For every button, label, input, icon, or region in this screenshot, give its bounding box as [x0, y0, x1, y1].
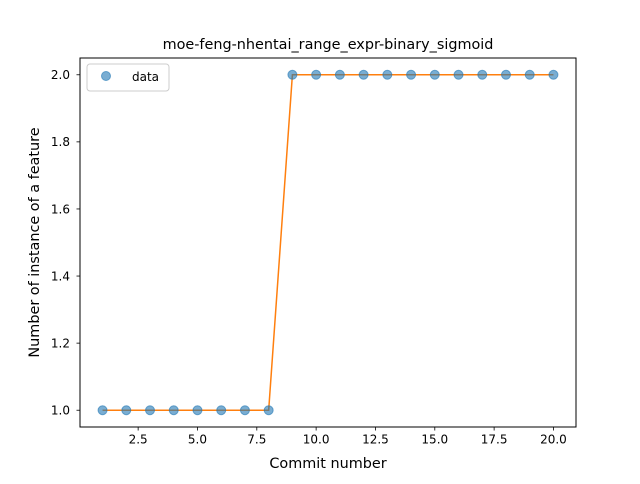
- data-point: [216, 405, 227, 416]
- x-tick-label: 2.5: [129, 433, 148, 447]
- data-point: [168, 405, 179, 416]
- scatter-series-layer: [97, 69, 559, 416]
- data-point: [311, 69, 322, 80]
- x-tick-label: 20.0: [540, 433, 567, 447]
- data-point: [334, 69, 345, 80]
- legend-frame: [86, 63, 170, 92]
- y-tick-label: 1.0: [51, 404, 70, 418]
- data-point: [192, 405, 203, 416]
- data-point: [287, 69, 298, 80]
- x-tick-label: 12.5: [362, 433, 389, 447]
- data-point: [406, 69, 417, 80]
- y-tick-label: 1.2: [51, 336, 70, 350]
- legend: data: [86, 63, 170, 92]
- data-point: [358, 69, 369, 80]
- x-tick-label: 10.0: [303, 433, 330, 447]
- x-axis-ticks: 2.5 5.0 7.5 10.0 12.5 15.0 17.5 20.0: [129, 427, 567, 447]
- data-point: [548, 69, 559, 80]
- data-point: [524, 69, 535, 80]
- chart-title: moe-feng-nhentai_range_expr-binary_sigmo…: [163, 37, 494, 53]
- x-tick-label: 7.5: [247, 433, 266, 447]
- data-point: [121, 405, 132, 416]
- x-tick-label: 15.0: [421, 433, 448, 447]
- data-point: [145, 405, 156, 416]
- y-tick-label: 1.4: [51, 269, 70, 283]
- y-tick-label: 1.6: [51, 202, 70, 216]
- data-point: [453, 69, 464, 80]
- x-tick-label: 5.0: [188, 433, 207, 447]
- data-point: [429, 69, 440, 80]
- data-point: [477, 69, 488, 80]
- data-point: [500, 69, 511, 80]
- x-axis-label: Commit number: [269, 456, 386, 472]
- data-point: [239, 405, 250, 416]
- data-point: [97, 405, 108, 416]
- x-tick-label: 17.5: [481, 433, 508, 447]
- legend-marker-circle: [101, 71, 111, 81]
- data-point: [382, 69, 393, 80]
- y-axis-label: Number of instance of a feature: [27, 127, 43, 357]
- data-point: [263, 405, 274, 416]
- y-tick-label: 1.8: [51, 135, 70, 149]
- y-axis-ticks: 1.0 1.2 1.4 1.6 1.8 2.0: [51, 68, 80, 418]
- legend-label: data: [132, 70, 159, 84]
- y-tick-label: 2.0: [51, 68, 70, 82]
- plot-area-frame: [79, 57, 577, 428]
